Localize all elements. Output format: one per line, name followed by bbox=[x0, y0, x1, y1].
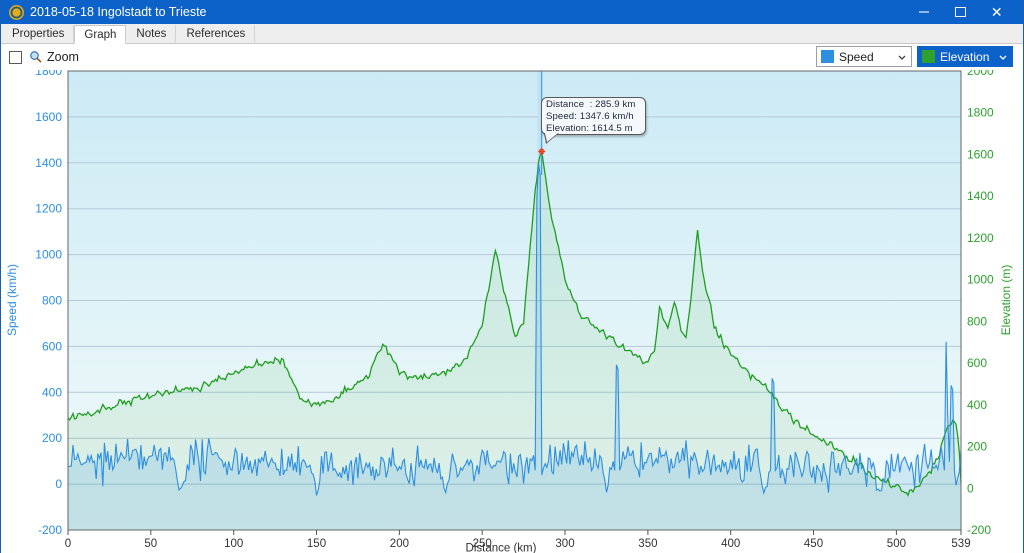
svg-text:600: 600 bbox=[42, 339, 62, 353]
svg-text:400: 400 bbox=[42, 385, 62, 399]
svg-text:800: 800 bbox=[42, 294, 62, 308]
svg-text:200: 200 bbox=[390, 538, 409, 550]
svg-text:-200: -200 bbox=[967, 523, 991, 537]
svg-text:100: 100 bbox=[224, 538, 243, 550]
svg-text:1600: 1600 bbox=[35, 110, 62, 124]
svg-text:200: 200 bbox=[967, 440, 987, 454]
svg-text:0: 0 bbox=[967, 481, 974, 495]
svg-text:450: 450 bbox=[804, 538, 823, 550]
svg-text:Elevation (m): Elevation (m) bbox=[999, 265, 1013, 336]
svg-text:150: 150 bbox=[307, 538, 326, 550]
svg-text:1800: 1800 bbox=[35, 70, 62, 78]
svg-text:1000: 1000 bbox=[35, 248, 62, 262]
svg-text:1200: 1200 bbox=[35, 202, 62, 216]
svg-text:350: 350 bbox=[638, 538, 657, 550]
svg-text:800: 800 bbox=[967, 314, 987, 328]
svg-text:600: 600 bbox=[967, 356, 987, 370]
svg-text:0: 0 bbox=[55, 477, 62, 491]
svg-text:1000: 1000 bbox=[967, 273, 994, 287]
svg-text:200: 200 bbox=[42, 431, 62, 445]
svg-text:1400: 1400 bbox=[967, 189, 994, 203]
svg-text:539: 539 bbox=[951, 538, 970, 550]
svg-text:300: 300 bbox=[555, 538, 574, 550]
svg-text:1400: 1400 bbox=[35, 156, 62, 170]
svg-text:400: 400 bbox=[967, 398, 987, 412]
svg-text:-200: -200 bbox=[38, 523, 62, 537]
svg-text:500: 500 bbox=[887, 538, 906, 550]
svg-text:1600: 1600 bbox=[967, 148, 994, 162]
svg-text:Speed (km/h): Speed (km/h) bbox=[5, 264, 19, 336]
svg-text:Distance (km): Distance (km) bbox=[466, 543, 537, 553]
svg-text:50: 50 bbox=[144, 538, 157, 550]
svg-text:2000: 2000 bbox=[967, 70, 994, 78]
svg-text:400: 400 bbox=[721, 538, 740, 550]
svg-text:1800: 1800 bbox=[967, 106, 994, 120]
svg-text:0: 0 bbox=[65, 538, 71, 550]
svg-text:1200: 1200 bbox=[967, 231, 994, 245]
